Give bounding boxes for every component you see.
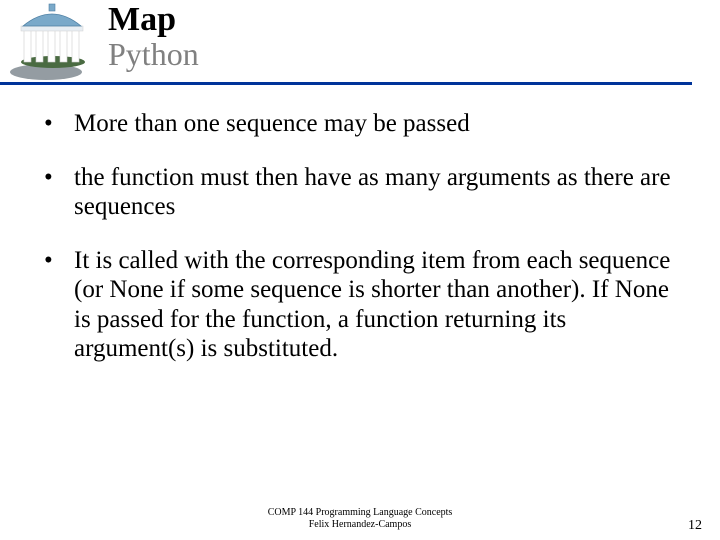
title-block: Map Python (108, 0, 199, 71)
slide-footer: COMP 144 Programming Language Concepts F… (0, 507, 720, 530)
bullet-item: • It is called with the corresponding it… (38, 246, 672, 364)
bullet-marker: • (38, 246, 74, 276)
slide-subtitle: Python (108, 38, 199, 72)
bullet-marker: • (38, 109, 74, 139)
bullet-text: It is called with the corresponding item… (74, 246, 672, 364)
slide-content: • More than one sequence may be passed •… (0, 85, 720, 364)
footer-line-2: Felix Hernandez-Campos (0, 519, 720, 531)
footer-line-1: COMP 144 Programming Language Concepts (0, 507, 720, 519)
page-number: 12 (688, 518, 702, 534)
unc-well-logo (8, 0, 98, 82)
slide-title: Map (108, 2, 199, 38)
bullet-marker: • (38, 163, 74, 193)
bullet-item: • the function must then have as many ar… (38, 163, 672, 222)
slide-header: Map Python (0, 0, 692, 85)
bullet-text: More than one sequence may be passed (74, 109, 672, 139)
bullet-text: the function must then have as many argu… (74, 163, 672, 222)
bullet-item: • More than one sequence may be passed (38, 109, 672, 139)
